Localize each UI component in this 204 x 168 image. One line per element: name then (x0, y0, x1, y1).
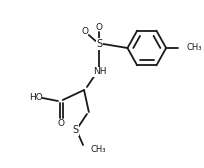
Text: O: O (57, 119, 64, 129)
Text: O: O (81, 28, 89, 36)
Text: S: S (96, 39, 103, 49)
Text: NH: NH (93, 68, 106, 76)
Text: CH₃: CH₃ (91, 145, 106, 155)
Text: HO: HO (29, 93, 43, 101)
Text: S: S (72, 125, 78, 135)
Text: O: O (96, 24, 103, 32)
Text: CH₃: CH₃ (186, 44, 202, 52)
